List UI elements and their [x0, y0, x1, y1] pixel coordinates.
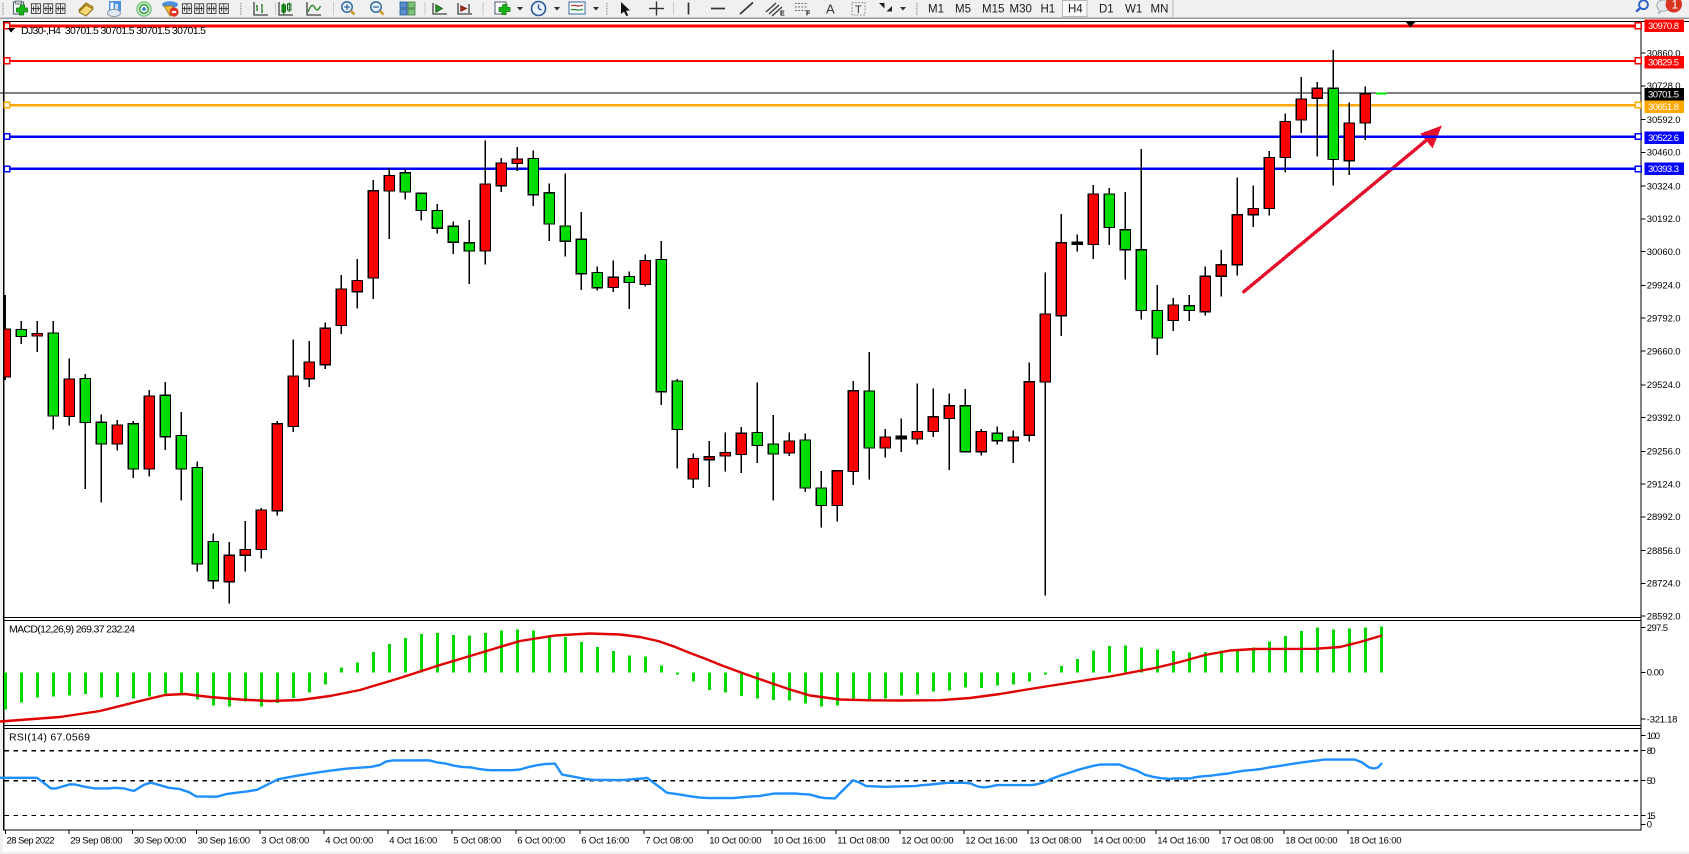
- svg-text:18 Oct 16:00: 18 Oct 16:00: [1349, 836, 1401, 847]
- svg-text:29256.0: 29256.0: [1647, 447, 1681, 458]
- svg-text:30728.0: 30728.0: [1647, 81, 1681, 92]
- svg-text:18 Oct 00:00: 18 Oct 00:00: [1285, 836, 1337, 847]
- svg-text:28724.0: 28724.0: [1647, 579, 1681, 590]
- svg-text:28856.0: 28856.0: [1647, 546, 1681, 557]
- svg-text:10 Oct 00:00: 10 Oct 00:00: [709, 836, 761, 847]
- svg-text:T: T: [855, 4, 862, 16]
- svg-text:7 Oct 08:00: 7 Oct 08:00: [645, 836, 693, 847]
- svg-text:30701.5: 30701.5: [1648, 90, 1679, 101]
- svg-text:E: E: [780, 11, 785, 18]
- svg-text:30592.0: 30592.0: [1647, 115, 1681, 126]
- svg-text:M30: M30: [1010, 4, 1032, 16]
- svg-text:29792.0: 29792.0: [1647, 314, 1681, 325]
- svg-text:W1: W1: [1125, 4, 1142, 16]
- svg-text:30393.3: 30393.3: [1648, 164, 1679, 175]
- svg-text:30060.0: 30060.0: [1647, 247, 1681, 258]
- svg-text:DJ30-,H4 30701.5 30701.5 3070: DJ30-,H4 30701.5 30701.5 30701.5 30701.5: [21, 25, 206, 37]
- svg-text:4 Oct 16:00: 4 Oct 16:00: [389, 836, 437, 847]
- svg-text:30651.8: 30651.8: [1648, 102, 1679, 113]
- svg-text:RSI(14) 67.0569: RSI(14) 67.0569: [9, 732, 90, 744]
- svg-text:1: 1: [1672, 0, 1679, 12]
- svg-text:10 Oct 16:00: 10 Oct 16:00: [773, 836, 825, 847]
- svg-text:D1: D1: [1099, 4, 1114, 16]
- svg-text:30860.0: 30860.0: [1647, 48, 1681, 59]
- svg-text:29 Sep 08:00: 29 Sep 08:00: [70, 836, 122, 847]
- svg-text:14 Oct 16:00: 14 Oct 16:00: [1157, 836, 1209, 847]
- svg-text:28592.0: 28592.0: [1647, 612, 1681, 623]
- svg-text:29392.0: 29392.0: [1647, 413, 1681, 424]
- svg-text:30 Sep 16:00: 30 Sep 16:00: [198, 836, 250, 847]
- svg-text:3 Oct 08:00: 3 Oct 08:00: [261, 836, 309, 847]
- svg-text:30192.0: 30192.0: [1647, 214, 1681, 225]
- svg-text:50: 50: [1647, 776, 1656, 787]
- svg-text:30460.0: 30460.0: [1647, 148, 1681, 159]
- svg-text:A: A: [826, 2, 835, 17]
- svg-text:30829.5: 30829.5: [1648, 58, 1679, 69]
- svg-text:MACD(12,26,9) 269.37 232.24: MACD(12,26,9) 269.37 232.24: [9, 624, 135, 636]
- svg-text:4 Oct 00:00: 4 Oct 00:00: [325, 836, 373, 847]
- svg-text:14 Oct 00:00: 14 Oct 00:00: [1093, 836, 1145, 847]
- svg-text:28992.0: 28992.0: [1647, 512, 1681, 523]
- svg-text:0.00: 0.00: [1647, 668, 1664, 679]
- svg-text:0: 0: [1647, 820, 1652, 831]
- svg-text:80: 80: [1647, 746, 1656, 757]
- svg-text:17 Oct 08:00: 17 Oct 08:00: [1221, 836, 1273, 847]
- svg-text:15: 15: [1647, 811, 1656, 822]
- svg-text:29524.0: 29524.0: [1647, 380, 1681, 391]
- svg-text:297.5: 297.5: [1647, 623, 1668, 634]
- svg-text:11 Oct 08:00: 11 Oct 08:00: [837, 836, 889, 847]
- svg-text:M5: M5: [955, 4, 971, 16]
- svg-text:28 Sep 2022: 28 Sep 2022: [7, 836, 55, 847]
- svg-text:12 Oct 00:00: 12 Oct 00:00: [901, 836, 953, 847]
- svg-text:M1: M1: [928, 4, 944, 16]
- svg-text:5 Oct 08:00: 5 Oct 08:00: [453, 836, 501, 847]
- svg-text:MN: MN: [1151, 4, 1169, 16]
- svg-text:H4: H4: [1068, 4, 1083, 16]
- svg-text:100: 100: [1647, 731, 1660, 742]
- svg-text:13 Oct 08:00: 13 Oct 08:00: [1029, 836, 1081, 847]
- svg-text:6 Oct 16:00: 6 Oct 16:00: [581, 836, 629, 847]
- svg-text:30324.0: 30324.0: [1647, 181, 1681, 192]
- svg-text:30 Sep 00:00: 30 Sep 00:00: [134, 836, 186, 847]
- svg-text:12 Oct 16:00: 12 Oct 16:00: [965, 836, 1017, 847]
- svg-text:29924.0: 29924.0: [1647, 281, 1681, 292]
- svg-text:6 Oct 00:00: 6 Oct 00:00: [517, 836, 565, 847]
- svg-text:-321.18: -321.18: [1647, 714, 1678, 725]
- svg-text:M15: M15: [982, 4, 1004, 16]
- svg-text:29660.0: 29660.0: [1647, 346, 1681, 357]
- svg-text:30522.6: 30522.6: [1648, 133, 1679, 144]
- svg-text:29124.0: 29124.0: [1647, 479, 1681, 490]
- svg-text:H1: H1: [1041, 4, 1056, 16]
- svg-text:F: F: [806, 11, 811, 18]
- svg-text:30970.8: 30970.8: [1648, 21, 1679, 32]
